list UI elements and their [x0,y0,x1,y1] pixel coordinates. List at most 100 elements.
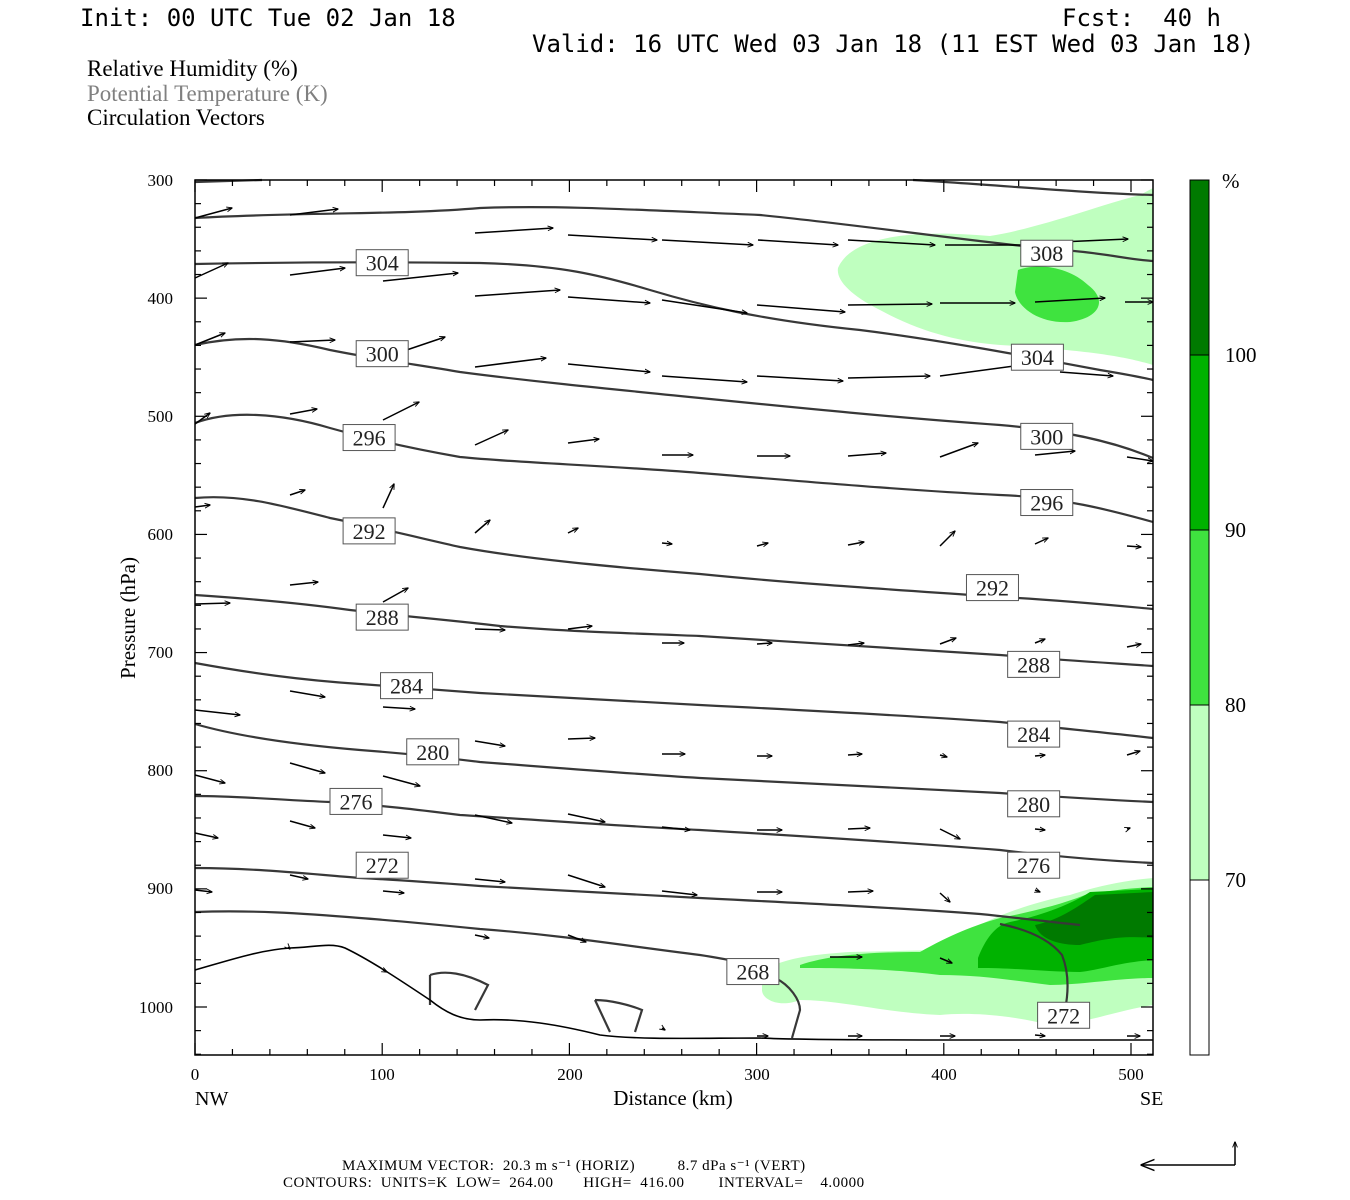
circulation-vector [757,239,838,245]
circulation-vector [289,340,335,342]
isentrope-268-closed [428,971,490,1011]
circulation-vector [661,826,690,830]
circulation-vector [756,375,843,381]
svg-text:288: 288 [366,605,399,630]
colorbar-unit: % [1222,169,1240,193]
isentrope-label: 292 [342,517,396,545]
circulation-vector [756,643,772,644]
isentrope-label: 296 [342,424,396,452]
isentrope-line [912,178,1154,197]
svg-text:304: 304 [366,251,399,276]
svg-text:276: 276 [339,789,372,814]
colorbar-segment-100 [1190,180,1209,355]
circulation-vector [1126,644,1141,647]
x-tick-label: 0 [191,1065,200,1084]
y-tick-label: 700 [148,643,174,662]
circulation-vector [1034,638,1045,644]
circulation-vector [847,239,935,245]
svg-text:284: 284 [1017,722,1050,747]
circulation-vector [382,402,419,421]
y-tick-label: 1000 [139,998,173,1017]
circulation-vector [194,603,230,604]
isentrope-label: 280 [1007,790,1061,818]
isentrope-line [194,593,1154,668]
circulation-vector [567,234,657,240]
circulation-vector [194,332,225,346]
isentrope-line [194,413,1154,524]
circulation-vector [194,709,240,715]
circulation-vector [194,505,210,507]
circulation-vector [474,358,546,368]
isentrope-label: 292 [965,574,1019,602]
circulation-vector [474,629,505,630]
axis-ticks [194,179,1153,1055]
circulation-vector [474,935,489,938]
svg-text:296: 296 [1030,491,1063,516]
circulation-vector [661,543,672,544]
svg-text:272: 272 [1047,1003,1080,1028]
isentrope-label: 304 [355,249,409,277]
isentrope-label: 276 [329,787,383,815]
circulation-vector [847,542,864,546]
x-end-label-left: NW [195,1088,228,1110]
isentrope-line [194,866,1081,927]
circulation-vector [289,762,325,773]
isentrope-label: 272 [1037,1001,1091,1029]
svg-text:308: 308 [1030,241,1063,266]
isentrope-label: 288 [355,603,409,631]
circulation-vector [939,828,960,839]
colorbar-label: 70 [1225,868,1246,892]
circulation-vector [567,738,595,739]
circulation-vector [939,957,952,963]
circulation-vector [1034,755,1045,756]
colorbar-label: 100 [1225,343,1257,367]
circulation-vector [567,813,605,822]
circulation-vector [567,296,650,303]
valid-time: Valid: 16 UTC Wed 03 Jan 18 (11 EST Wed … [532,30,1255,58]
circulation-vector [1126,456,1153,461]
circulation-vector [289,820,315,828]
svg-text:304: 304 [1021,345,1054,370]
circulation-vector [939,892,950,902]
svg-text:280: 280 [1017,792,1050,817]
legend-relative-humidity: Relative Humidity (%) [87,56,298,81]
colorbar-segment-80 [1190,530,1209,705]
circulation-vector [847,453,886,457]
circulation-vector [289,582,318,586]
y-axis-label: Pressure (hPa) [116,557,140,679]
svg-text:272: 272 [366,853,399,878]
isentrope-label: 284 [1007,720,1061,748]
isentrope-label: 276 [1007,851,1061,879]
circulation-vector [382,588,408,603]
circulation-vector [847,828,870,829]
svg-text:280: 280 [416,740,449,765]
circulation-vector [474,740,505,746]
circulation-vector [939,531,955,547]
y-tick-labels: 300 400 500 600 700 800 900 1000 [139,171,173,1017]
svg-text:276: 276 [1017,853,1050,878]
circulation-vector [289,690,325,697]
circulation-vector [1034,829,1045,830]
circulation-vector [1059,371,1113,376]
circulation-vector [288,947,290,949]
y-tick-label: 500 [148,407,174,426]
x-tick-label: 100 [369,1065,395,1084]
forecast-hour: Fcst: 40 h [1062,4,1221,32]
plot-frame [194,179,1154,1056]
isentrope-line [999,922,1069,1011]
circulation-vector [194,208,232,219]
circulation-vector [474,290,560,297]
circulation-vector [194,263,228,279]
circulation-vector [661,890,697,895]
terrain-line [194,944,1153,1041]
x-tick-labels: 0 100 200 300 400 500 [191,1065,1144,1084]
x-axis-label: Distance (km) [613,1086,733,1110]
circulation-vector [1034,451,1075,456]
circulation-vector [289,409,317,415]
circulation-vector [567,874,605,887]
circulation-vector [1034,1035,1045,1036]
colorbar: % 100 90 80 70 [1189,169,1257,1056]
circulation-vector [567,626,592,630]
init-time: Init: 00 UTC Tue 02 Jan 18 [80,4,456,32]
isentrope-label: 300 [355,340,409,368]
